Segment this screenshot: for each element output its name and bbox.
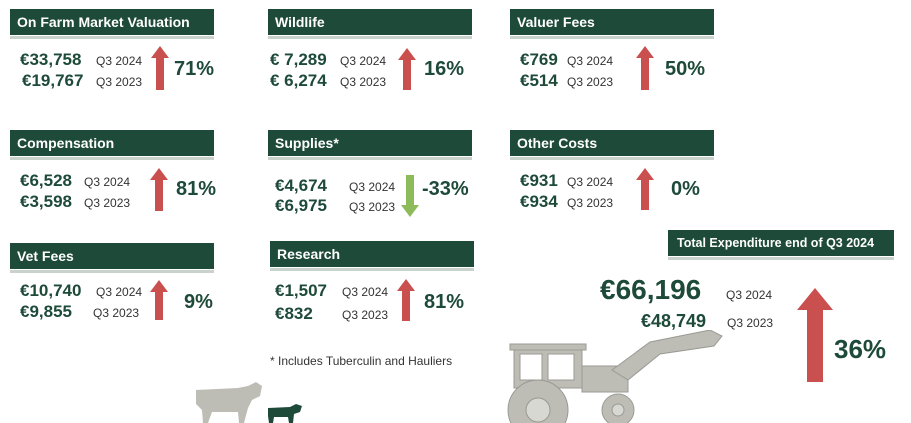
change-percent: 50% bbox=[665, 58, 706, 80]
previous-period: Q3 2023 bbox=[96, 75, 143, 89]
change-percent: 81% bbox=[424, 291, 465, 313]
current-value: €1,507 bbox=[275, 281, 327, 300]
change-percent: -33% bbox=[422, 178, 469, 200]
up-arrow-icon bbox=[797, 288, 833, 382]
current-period: Q3 2024 bbox=[349, 180, 396, 194]
previous-period: Q3 2023 bbox=[349, 200, 396, 214]
previous-period: Q3 2023 bbox=[340, 75, 387, 89]
change-percent: 36% bbox=[834, 334, 887, 364]
current-period: Q3 2024 bbox=[567, 54, 614, 68]
previous-value: €3,598 bbox=[20, 192, 72, 211]
up-arrow-icon bbox=[150, 168, 168, 211]
change-percent: 0% bbox=[671, 178, 700, 200]
card-title: Other Costs bbox=[510, 130, 714, 160]
current-value: €4,674 bbox=[275, 176, 327, 195]
previous-value: €19,767 bbox=[22, 71, 84, 90]
current-value: €66,196 bbox=[600, 274, 702, 305]
current-value: €931 bbox=[520, 171, 558, 190]
card-title: Wildlife bbox=[268, 9, 472, 39]
change-percent: 16% bbox=[424, 58, 465, 80]
up-arrow-icon bbox=[151, 46, 169, 90]
up-arrow-icon bbox=[150, 280, 168, 320]
previous-period: Q3 2023 bbox=[727, 316, 774, 330]
card-title: Total Expenditure end of Q3 2024 bbox=[668, 230, 894, 260]
cattle-illustration bbox=[196, 382, 302, 423]
current-period: Q3 2024 bbox=[567, 175, 614, 189]
card-title: On Farm Market Valuation bbox=[10, 9, 214, 39]
up-arrow-icon bbox=[636, 46, 654, 90]
current-value: €6,528 bbox=[20, 171, 72, 190]
footnote: * Includes Tuberculin and Hauliers bbox=[270, 354, 453, 368]
card-title: Supplies* bbox=[268, 130, 472, 160]
previous-value: €832 bbox=[275, 304, 313, 323]
tractor-illustration bbox=[507, 330, 723, 423]
down-arrow-icon bbox=[401, 175, 419, 217]
previous-value: €6,975 bbox=[275, 196, 327, 215]
cow-icon bbox=[196, 382, 262, 423]
change-percent: 9% bbox=[184, 291, 213, 313]
previous-value: €934 bbox=[520, 192, 558, 211]
change-percent: 71% bbox=[174, 58, 215, 80]
previous-value: €9,855 bbox=[20, 302, 72, 321]
up-arrow-icon bbox=[636, 168, 654, 210]
calf-icon bbox=[268, 404, 302, 423]
current-value: €10,740 bbox=[20, 281, 82, 300]
current-value: €769 bbox=[520, 50, 558, 69]
previous-period: Q3 2023 bbox=[567, 75, 614, 89]
previous-period: Q3 2023 bbox=[567, 196, 614, 210]
card-title: Valuer Fees bbox=[510, 9, 714, 39]
current-period: Q3 2024 bbox=[342, 285, 389, 299]
previous-period: Q3 2023 bbox=[342, 308, 389, 322]
previous-value: €514 bbox=[520, 71, 558, 90]
previous-period: Q3 2023 bbox=[93, 306, 140, 320]
current-period: Q3 2024 bbox=[96, 54, 143, 68]
current-period: Q3 2024 bbox=[84, 175, 131, 189]
change-percent: 81% bbox=[176, 178, 217, 200]
previous-value: €48,749 bbox=[641, 311, 707, 331]
card-title: Research bbox=[270, 241, 474, 271]
card-title: Vet Fees bbox=[10, 243, 214, 273]
current-value: € 7,289 bbox=[270, 50, 327, 69]
previous-period: Q3 2023 bbox=[84, 196, 131, 210]
up-arrow-icon bbox=[398, 48, 416, 90]
up-arrow-icon bbox=[397, 279, 415, 321]
card-title: Compensation bbox=[10, 130, 214, 160]
previous-value: € 6,274 bbox=[270, 71, 327, 90]
current-period: Q3 2024 bbox=[726, 288, 773, 302]
current-period: Q3 2024 bbox=[96, 285, 143, 299]
current-period: Q3 2024 bbox=[340, 54, 387, 68]
current-value: €33,758 bbox=[20, 50, 82, 69]
